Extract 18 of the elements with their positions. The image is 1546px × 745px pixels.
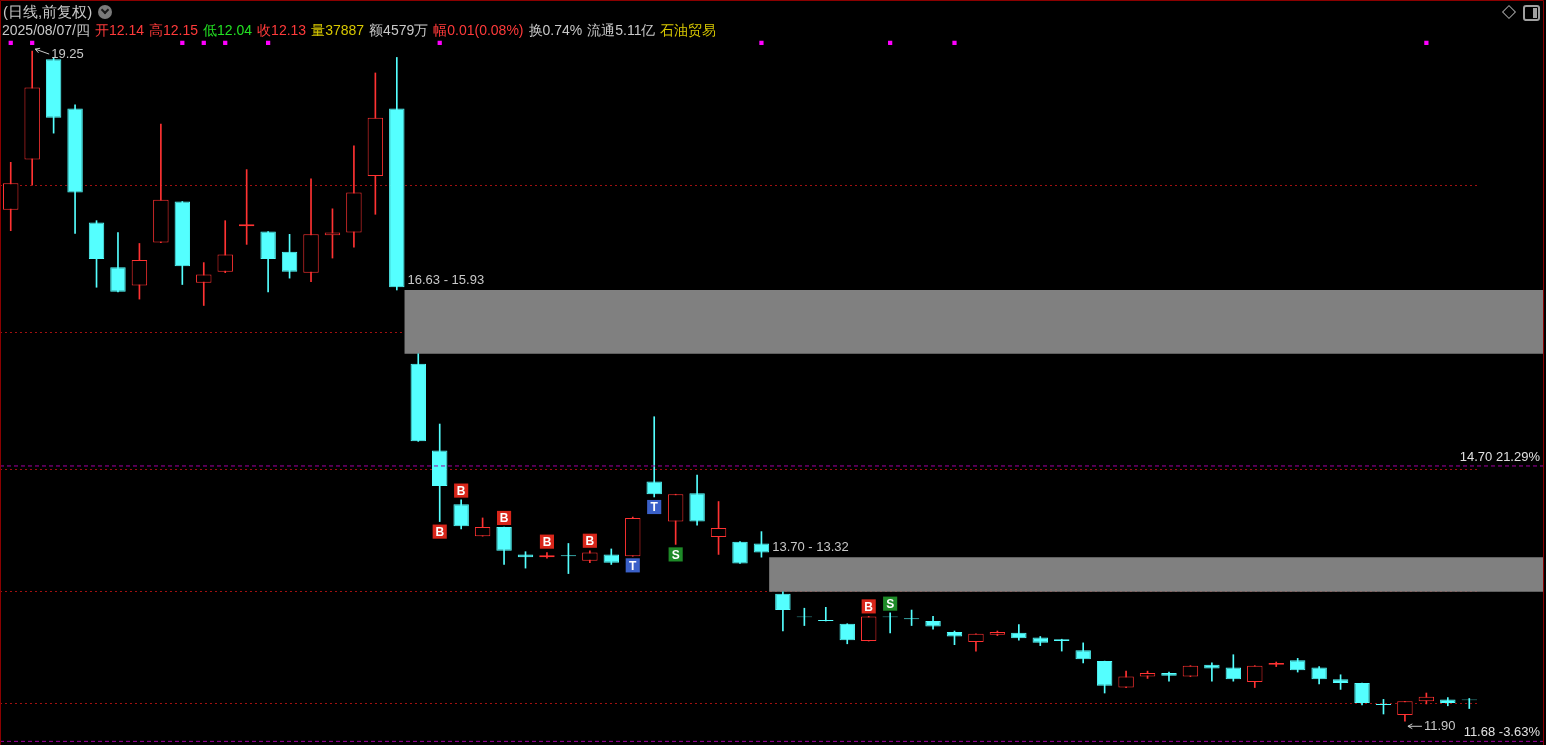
data-label: S bbox=[886, 596, 895, 611]
data-label: B bbox=[864, 599, 874, 614]
data-label: B bbox=[499, 511, 509, 526]
data-label: B bbox=[456, 483, 466, 498]
data-label: T bbox=[650, 500, 659, 515]
annotation: 11.90 bbox=[1423, 717, 1456, 733]
ref-line-label: 14.70 21.29% bbox=[1459, 449, 1541, 465]
text: 2025/08/07/四 开12.14 高12.15 低12.04 收12.13 量37887 额4579万 幅0.01(0.08%) 换0.74% 流通5.11亿 石油贸易 bbox=[2, 22, 717, 38]
data-label: S bbox=[671, 547, 680, 562]
band-label: 16.63 - 15.93 bbox=[407, 272, 485, 288]
data-label: B bbox=[585, 534, 595, 549]
data-label: B bbox=[435, 524, 445, 539]
annotation: 19.25 bbox=[51, 45, 84, 61]
band-label: 13.70 - 13.32 bbox=[772, 539, 849, 555]
data-label: B bbox=[542, 534, 552, 549]
ref-line-label: 11.68 -3.63% bbox=[1463, 724, 1541, 740]
chart-title: (日线,前复权) bbox=[3, 3, 93, 20]
data-label: T bbox=[629, 558, 638, 573]
